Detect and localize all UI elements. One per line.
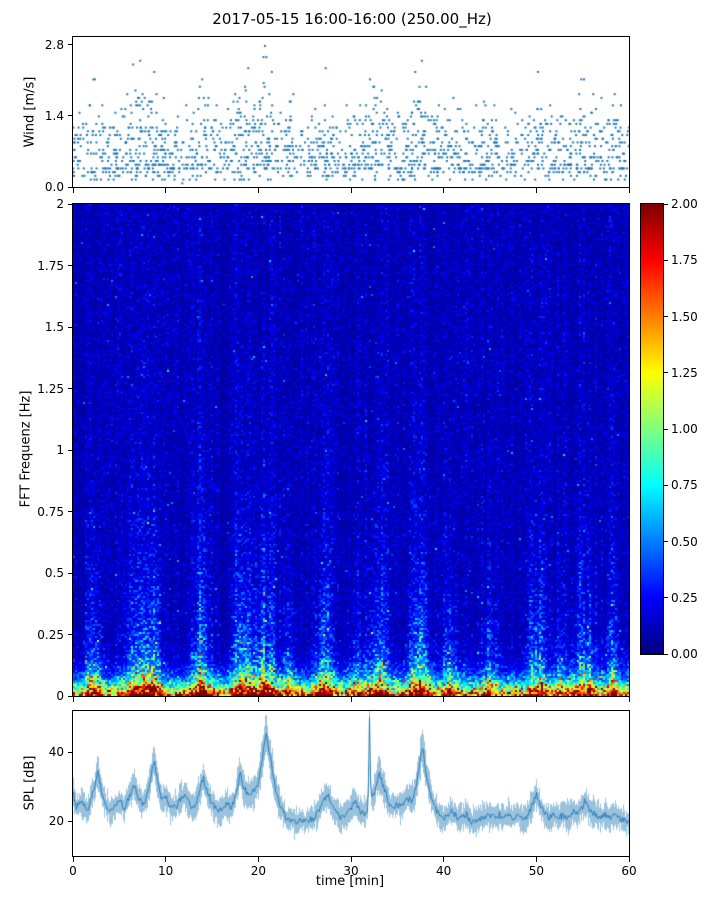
wind-y-tick xyxy=(68,115,73,117)
colorbar-tick-label: 1.00 xyxy=(671,422,698,436)
figure-title: 2017-05-15 16:00-16:00 (250.00_Hz) xyxy=(212,10,492,28)
x-tick xyxy=(628,697,630,702)
x-tick xyxy=(257,188,259,193)
x-tick xyxy=(72,857,74,862)
x-tick xyxy=(165,857,167,862)
wind-y-tick-label: 1.4 xyxy=(44,108,64,123)
spectrogram-heatmap xyxy=(72,203,630,697)
spec-y-tick-label: 0.75 xyxy=(37,504,64,519)
colorbar-tick xyxy=(664,259,668,261)
spec-y-tick-label: 1.5 xyxy=(44,320,64,334)
x-tick-label: 50 xyxy=(528,864,544,878)
spl-y-tick xyxy=(68,820,73,822)
x-tick xyxy=(535,857,537,862)
x-tick xyxy=(628,188,630,193)
colorbar-tick-label: 1.75 xyxy=(671,253,698,268)
spec-y-tick xyxy=(68,388,73,389)
wind-scatter-plot xyxy=(72,36,630,188)
spec-y-tick xyxy=(68,572,73,574)
spec-y-tick xyxy=(68,511,73,512)
wind-ylabel: Wind [m/s] xyxy=(22,76,38,148)
x-tick-label: 30 xyxy=(343,864,359,878)
x-tick xyxy=(165,697,167,702)
colorbar-tick-label: 1.50 xyxy=(671,309,698,324)
wind-y-tick-label: 2.8 xyxy=(44,37,64,52)
spl-y-tick-label: 40 xyxy=(48,745,64,760)
x-tick xyxy=(535,188,537,193)
x-tick xyxy=(350,857,352,862)
colorbar-tick-label: 0.25 xyxy=(671,590,698,605)
x-tick-label: 10 xyxy=(158,864,174,878)
x-tick xyxy=(350,697,352,702)
x-tick xyxy=(257,697,259,702)
x-tick-label: 40 xyxy=(436,864,452,878)
spec-y-tick-label: 1.75 xyxy=(37,258,64,273)
colorbar-tick xyxy=(664,484,668,486)
colorbar-tick xyxy=(664,203,668,205)
spec-y-tick-label: 0 xyxy=(56,689,64,703)
spl-ylabel: SPL [dB] xyxy=(22,755,38,811)
spec-y-tick xyxy=(68,634,73,635)
x-tick-label: 60 xyxy=(621,864,637,878)
colorbar-tick-label: 2.00 xyxy=(671,197,698,211)
x-tick xyxy=(535,697,537,702)
x-axis-label: time [min] xyxy=(315,874,385,889)
x-tick xyxy=(443,697,445,702)
colorbar-tick xyxy=(664,541,668,542)
x-tick xyxy=(72,188,74,193)
colorbar-tick-label: 1.25 xyxy=(671,365,698,380)
x-tick-label: 0 xyxy=(69,864,77,878)
x-tick xyxy=(443,857,445,862)
x-tick xyxy=(72,697,74,702)
colorbar-tick xyxy=(664,428,668,430)
spec-y-tick xyxy=(68,326,73,328)
colorbar xyxy=(640,203,664,655)
x-tick-label: 20 xyxy=(250,864,266,878)
spec-y-tick xyxy=(68,265,73,266)
colorbar-tick-label: 0.50 xyxy=(671,534,698,549)
x-tick xyxy=(257,857,259,862)
spec-y-tick xyxy=(68,203,73,205)
x-tick xyxy=(443,188,445,193)
spl-line-plot xyxy=(72,710,630,857)
colorbar-tick xyxy=(664,653,668,655)
wind-y-tick xyxy=(68,186,73,188)
spl-y-tick xyxy=(68,751,73,753)
colorbar-tick-label: 0.75 xyxy=(671,478,698,493)
spec-y-tick-label: 0.5 xyxy=(44,566,64,580)
x-tick xyxy=(628,857,630,862)
colorbar-tick-label: 0.00 xyxy=(671,647,698,661)
x-tick xyxy=(350,188,352,193)
spec-y-tick-label: 2 xyxy=(56,197,64,211)
spec-y-tick xyxy=(68,449,73,451)
colorbar-tick xyxy=(664,372,668,374)
x-tick xyxy=(165,188,167,193)
spec-y-tick-label: 1.25 xyxy=(37,381,64,396)
wind-y-tick-label: 0.0 xyxy=(44,180,64,194)
spec-y-tick xyxy=(68,695,73,697)
spec-y-tick-label: 0.25 xyxy=(37,627,64,642)
wind-y-tick xyxy=(68,44,73,46)
spec-y-tick-label: 1 xyxy=(56,443,64,457)
spl-y-tick-label: 20 xyxy=(48,814,64,829)
colorbar-tick xyxy=(664,316,668,317)
colorbar-tick xyxy=(664,597,668,599)
spectrogram-ylabel: FFT Frequenz [Hz] xyxy=(18,390,34,508)
